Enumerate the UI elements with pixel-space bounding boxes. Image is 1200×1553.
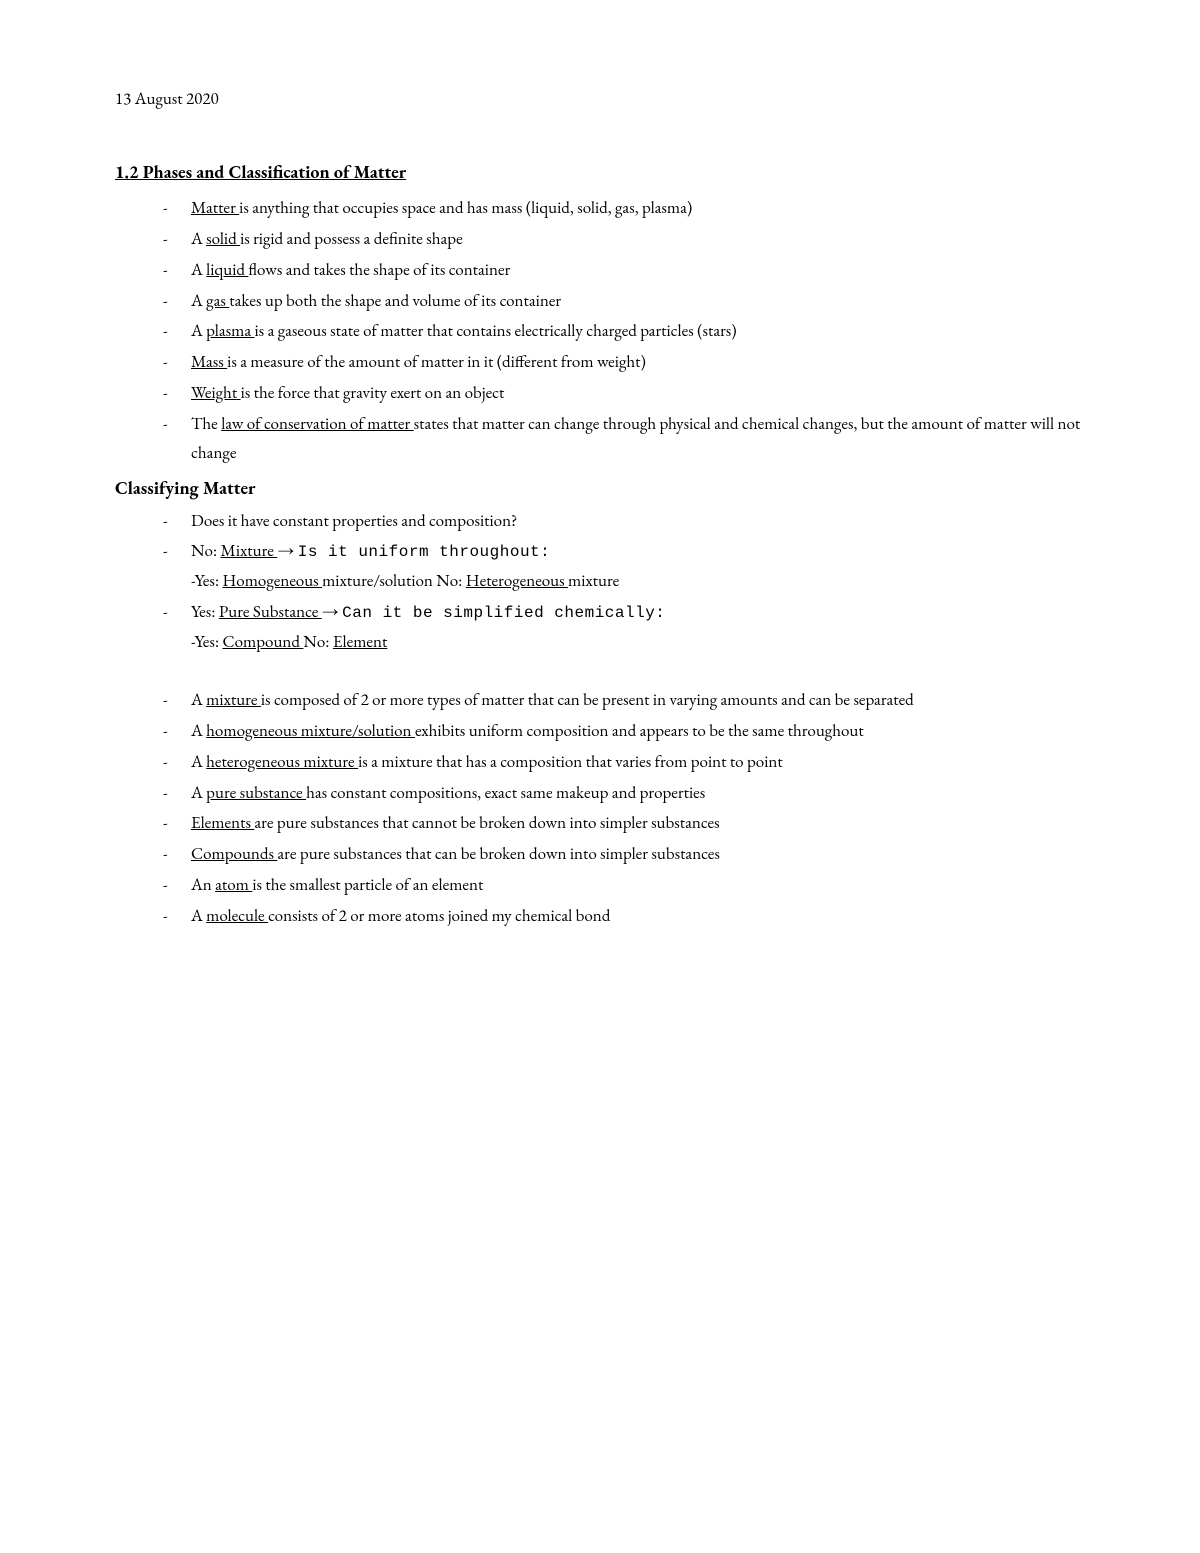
definition-text: A (191, 228, 206, 250)
definitions-list-2: A mixture is composed of 2 or more types… (115, 686, 1085, 931)
section-title: 1.2 Phases and Classification of Matter (115, 157, 1085, 189)
answer-text: -Yes: (191, 631, 223, 653)
definition-text: A (191, 905, 206, 927)
question-text: Does it have constant properties and com… (191, 510, 517, 532)
term: heterogeneous mixture (206, 751, 358, 773)
definition-text: A (191, 782, 206, 804)
list-item: A pure substance has constant compositio… (163, 779, 1085, 809)
answer-text: -Yes: (191, 570, 223, 592)
term: gas (206, 290, 229, 312)
classification-list: Does it have constant properties and com… (115, 507, 1085, 658)
list-item: Weight is the force that gravity exert o… (163, 379, 1085, 409)
branch-text: Yes: (191, 601, 219, 623)
list-item: Mass is a measure of the amount of matte… (163, 348, 1085, 378)
list-item: Matter is anything that occupies space a… (163, 194, 1085, 224)
mono-question: Can it be simplified chemically: (342, 604, 665, 622)
document-date: 13 August 2020 (115, 85, 1085, 115)
definitions-list-1: Matter is anything that occupies space a… (115, 194, 1085, 469)
term: Pure Substance (219, 601, 322, 623)
term: Heterogeneous (466, 570, 568, 592)
definition-text: flows and takes the shape of its contain… (248, 259, 510, 281)
definition-text: A (191, 751, 206, 773)
term: Elements (191, 812, 254, 834)
definition-text: A (191, 720, 206, 742)
list-item: A solid is rigid and possess a definite … (163, 225, 1085, 255)
term: Homogeneous (223, 570, 323, 592)
term: Mixture (221, 540, 278, 562)
answer-text: mixture/solution No: (322, 570, 466, 592)
term: Matter (191, 197, 239, 219)
definition-text: The (191, 413, 221, 435)
sub-answer: -Yes: Compound No: Element (191, 628, 1085, 658)
list-item: Elements are pure substances that cannot… (163, 809, 1085, 839)
term: Compounds (191, 843, 277, 865)
definition-text: A (191, 320, 206, 342)
term: homogeneous mixture/solution (206, 720, 415, 742)
definition-text: An (191, 874, 215, 896)
arrow: → (277, 540, 297, 562)
definition-text: is the force that gravity exert on an ob… (241, 382, 505, 404)
definition-text: is a gaseous state of matter that contai… (255, 320, 737, 342)
list-item: A homogeneous mixture/solution exhibits … (163, 717, 1085, 747)
list-item: A plasma is a gaseous state of matter th… (163, 317, 1085, 347)
list-item: A molecule consists of 2 or more atoms j… (163, 902, 1085, 932)
list-item: A mixture is composed of 2 or more types… (163, 686, 1085, 716)
subsection-title: Classifying Matter (115, 473, 1085, 505)
arrow: → (322, 601, 342, 623)
list-item: A liquid flows and takes the shape of it… (163, 256, 1085, 286)
term: plasma (206, 320, 254, 342)
list-item: No: Mixture → Is it uniform throughout: … (163, 537, 1085, 597)
term: Mass (191, 351, 227, 373)
term: liquid (206, 259, 248, 281)
answer-text: mixture (568, 570, 619, 592)
term: Element (333, 631, 387, 653)
definition-text: is rigid and possess a definite shape (240, 228, 463, 250)
definition-text: is anything that occupies space and has … (239, 197, 692, 219)
list-item: Does it have constant properties and com… (163, 507, 1085, 537)
term: solid (206, 228, 240, 250)
definition-text: is a measure of the amount of matter in … (227, 351, 646, 373)
definition-text: are pure substances that can be broken d… (277, 843, 719, 865)
definition-text: has constant compositions, exact same ma… (306, 782, 705, 804)
list-item: Compounds are pure substances that can b… (163, 840, 1085, 870)
definition-text: exhibits uniform composition and appears… (415, 720, 864, 742)
list-item: An atom is the smallest particle of an e… (163, 871, 1085, 901)
sub-answer: -Yes: Homogeneous mixture/solution No: H… (191, 567, 1085, 597)
term: atom (215, 874, 252, 896)
list-item: Yes: Pure Substance → Can it be simplifi… (163, 598, 1085, 658)
list-item: A heterogeneous mixture is a mixture tha… (163, 748, 1085, 778)
definition-text: is composed of 2 or more types of matter… (261, 689, 914, 711)
spacer (115, 658, 1085, 686)
term: mixture (206, 689, 261, 711)
definition-text: A (191, 290, 206, 312)
definition-text: A (191, 689, 206, 711)
term: Weight (191, 382, 241, 404)
mono-question: Is it uniform throughout: (298, 543, 551, 561)
definition-text: consists of 2 or more atoms joined my ch… (268, 905, 610, 927)
list-item: A gas takes up both the shape and volume… (163, 287, 1085, 317)
definition-text: A (191, 259, 206, 281)
term: Compound (223, 631, 304, 653)
answer-text: No: (303, 631, 333, 653)
term: law of conservation of matter (221, 413, 413, 435)
branch-text: No: (191, 540, 221, 562)
definition-text: is a mixture that has a composition that… (358, 751, 783, 773)
list-item: The law of conservation of matter states… (163, 410, 1085, 470)
definition-text: takes up both the shape and volume of it… (229, 290, 561, 312)
definition-text: are pure substances that cannot be broke… (254, 812, 719, 834)
term: pure substance (206, 782, 306, 804)
term: molecule (206, 905, 268, 927)
definition-text: is the smallest particle of an element (252, 874, 483, 896)
